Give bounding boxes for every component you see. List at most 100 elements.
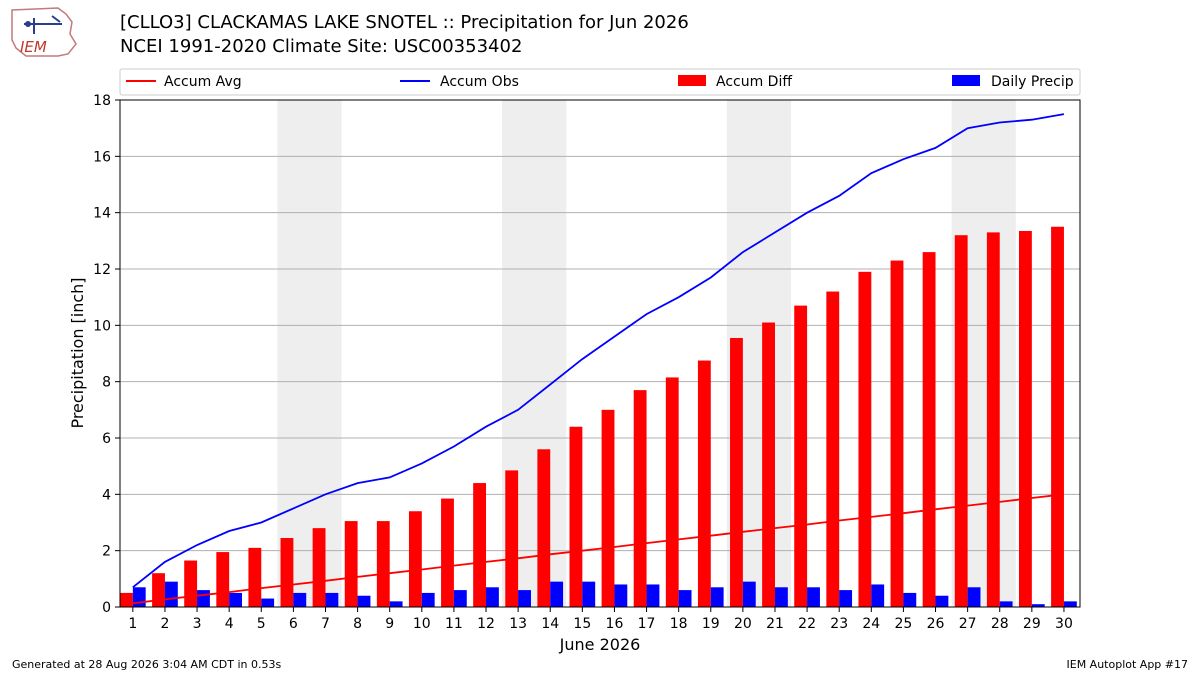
bar-daily-precip-19 [710, 587, 724, 607]
iem-logo: IEM [11, 7, 77, 57]
bar-accum-diff-22 [794, 305, 808, 607]
x-tick-label-12: 12 [477, 616, 495, 632]
bar-daily-precip-25 [903, 592, 917, 607]
x-tick-label-5: 5 [257, 616, 266, 632]
bar-daily-precip-17 [646, 584, 660, 607]
y-tick-label-0: 0 [102, 600, 111, 616]
x-tick-label-15: 15 [573, 616, 591, 632]
bar-accum-diff-12 [473, 483, 487, 607]
bar-accum-diff-28 [986, 232, 1000, 607]
x-tick-label-11: 11 [445, 616, 463, 632]
bar-daily-precip-1 [132, 587, 146, 607]
bar-accum-diff-9 [376, 521, 390, 607]
line-accum-avg [132, 493, 1065, 605]
x-axis-label: June 2026 [559, 635, 641, 654]
bar-accum-diff-13 [505, 470, 519, 607]
bar-daily-precip-6 [293, 592, 307, 607]
x-tick-label-14: 14 [541, 616, 559, 632]
bar-daily-precip-7 [325, 592, 339, 607]
bar-accum-diff-23 [826, 291, 840, 607]
bar-accum-diff-16 [601, 409, 615, 607]
bar-accum-diff-21 [762, 322, 775, 607]
bar-daily-precip-10 [421, 592, 435, 607]
bar-accum-diff-19 [697, 360, 711, 607]
x-tick-label-25: 25 [894, 616, 912, 632]
legend-label-accum-diff: Accum Diff [716, 74, 792, 90]
x-tick-label-20: 20 [734, 616, 752, 632]
weekend-shade-1 [277, 100, 342, 607]
x-tick-label-17: 17 [638, 616, 656, 632]
x-tick-label-9: 9 [385, 616, 394, 632]
bar-daily-precip-21 [774, 587, 788, 607]
x-tick-label-4: 4 [225, 616, 234, 632]
bar-accum-diff-26 [922, 252, 936, 607]
bar-daily-precip-30 [1063, 601, 1077, 607]
y-tick-label-16: 16 [93, 149, 111, 165]
line-accum-obs [132, 113, 1065, 589]
bar-accum-diff-25 [890, 260, 904, 607]
bar-accum-diff-5 [248, 547, 262, 607]
bar-accum-diff-10 [408, 511, 422, 607]
bar-accum-diff-1 [120, 592, 133, 607]
bar-accum-diff-17 [633, 390, 647, 607]
bar-daily-precip-8 [357, 595, 371, 607]
bar-daily-precip-13 [518, 590, 531, 607]
x-tick-label-16: 16 [606, 616, 624, 632]
bar-daily-precip-11 [453, 590, 467, 607]
bar-daily-precip-29 [1031, 604, 1045, 607]
bar-accum-diff-18 [665, 377, 679, 607]
x-tick-label-26: 26 [927, 616, 945, 632]
x-tick-label-19: 19 [702, 616, 720, 632]
bar-accum-diff-3 [184, 560, 198, 607]
bar-daily-precip-2 [164, 581, 178, 607]
y-tick-label-14: 14 [93, 206, 111, 222]
bar-daily-precip-14 [550, 581, 564, 607]
bar-daily-precip-15 [582, 581, 596, 607]
bar-accum-diff-20 [730, 338, 743, 607]
x-tick-label-18: 18 [670, 616, 688, 632]
x-tick-label-30: 30 [1055, 616, 1073, 632]
bar-accum-diff-8 [344, 521, 358, 607]
y-tick-label-4: 4 [102, 487, 111, 503]
x-tick-label-7: 7 [321, 616, 330, 632]
bar-accum-diff-11 [441, 498, 454, 607]
legend-swatch-daily-precip [952, 75, 980, 86]
chart-title: [CLLO3] CLACKAMAS LAKE SNOTEL :: Precipi… [120, 12, 689, 33]
bar-daily-precip-9 [389, 601, 403, 607]
bar-accum-diff-4 [216, 552, 230, 607]
bar-daily-precip-24 [871, 584, 885, 607]
y-tick-label-8: 8 [102, 375, 111, 391]
bar-accum-diff-15 [569, 426, 583, 607]
bar-daily-precip-5 [261, 598, 275, 607]
logo-text: IEM [20, 38, 47, 56]
bar-daily-precip-23 [839, 590, 853, 607]
y-tick-label-18: 18 [93, 93, 111, 109]
y-tick-label-2: 2 [102, 544, 111, 560]
x-tick-label-6: 6 [289, 616, 298, 632]
x-tick-label-1: 1 [128, 616, 137, 632]
bar-accum-diff-14 [537, 449, 551, 607]
footer-app: IEM Autoplot App #17 [1066, 658, 1189, 671]
legend: Accum Avg Accum Obs Accum Diff Daily Pre… [119, 68, 1081, 96]
y-tick-label-6: 6 [102, 431, 111, 447]
legend-label-accum-obs: Accum Obs [440, 74, 519, 90]
bar-daily-precip-4 [229, 592, 243, 607]
x-tick-label-22: 22 [798, 616, 816, 632]
y-axis-label: Precipitation [inch] [68, 277, 87, 428]
x-tick-label-8: 8 [353, 616, 362, 632]
x-tick-label-13: 13 [509, 616, 527, 632]
x-tick-label-23: 23 [830, 616, 848, 632]
bar-accum-diff-29 [1018, 230, 1032, 607]
bar-daily-precip-18 [678, 590, 692, 607]
bar-daily-precip-20 [742, 581, 756, 607]
bar-daily-precip-12 [486, 587, 499, 607]
bar-accum-diff-24 [858, 271, 872, 607]
bar-daily-precip-28 [999, 601, 1013, 607]
bar-daily-precip-3 [197, 590, 210, 607]
x-tick-label-10: 10 [413, 616, 431, 632]
x-tick-label-29: 29 [1023, 616, 1041, 632]
bar-daily-precip-27 [967, 587, 981, 607]
bar-accum-diff-30 [1051, 226, 1064, 607]
